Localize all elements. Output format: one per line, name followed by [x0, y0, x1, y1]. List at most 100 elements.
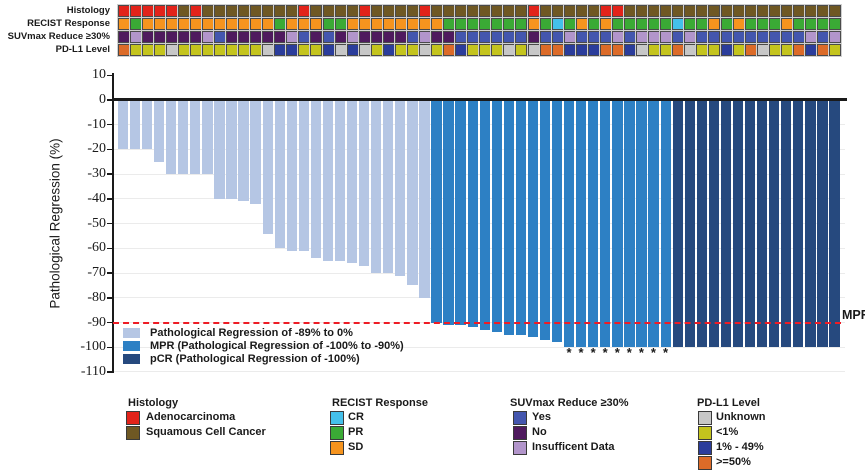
y-tick	[107, 74, 112, 77]
annotation-square-histology	[298, 5, 311, 17]
h-gridline	[114, 124, 845, 126]
mpr-reference-label: MPR	[842, 308, 865, 322]
waterfall-bar-patient-56	[781, 101, 792, 348]
annotation-square-recist	[129, 18, 142, 30]
y-tick	[107, 371, 112, 373]
waterfall-bar-patient-46	[660, 101, 671, 348]
significance-asterisk: *	[662, 345, 669, 360]
annotation-square-pdl1	[503, 44, 516, 56]
annotation-square-suvmax	[720, 31, 733, 43]
y-tick	[107, 272, 112, 274]
annotation-square-recist	[756, 18, 769, 30]
annotation-square-suvmax	[696, 31, 709, 43]
h-gridline	[114, 173, 845, 175]
annotation-square-recist	[660, 18, 673, 30]
annotation-square-recist	[322, 18, 335, 30]
annotation-square-pdl1	[816, 44, 829, 56]
legend-label: Adenocarcinoma	[146, 411, 236, 423]
legend-swatch	[330, 426, 344, 440]
annotation-square-histology	[792, 5, 805, 17]
waterfall-bar-patient-13	[262, 101, 273, 234]
waterfall-bar-patient-17	[310, 101, 322, 259]
annotation-square-suvmax	[213, 31, 226, 43]
annotation-square-histology	[479, 5, 492, 17]
waterfall-bar-patient-54	[756, 101, 768, 348]
annotation-square-recist	[708, 18, 721, 30]
annotation-square-recist	[382, 18, 395, 30]
waterfall-bar-patient-20	[346, 101, 358, 264]
h-gridline	[114, 272, 845, 274]
annotation-square-pdl1	[165, 44, 178, 56]
annotation-square-suvmax	[334, 31, 347, 43]
annotation-square-suvmax	[262, 31, 275, 43]
annotation-square-suvmax	[153, 31, 166, 43]
legend-label: PR	[348, 426, 364, 438]
waterfall-bar-patient-24	[395, 101, 406, 276]
annotation-square-recist	[201, 18, 214, 30]
annotation-square-recist	[117, 18, 130, 30]
annotation-square-pdl1	[177, 44, 190, 56]
waterfall-bar-patient-12	[250, 101, 261, 204]
annotation-square-histology	[250, 5, 263, 17]
annotation-square-suvmax	[780, 31, 793, 43]
annotation-square-pdl1	[322, 44, 335, 56]
annotation-square-recist	[226, 18, 239, 30]
annotation-square-suvmax	[141, 31, 154, 43]
annotation-square-pdl1	[117, 44, 130, 56]
annotation-square-pdl1	[660, 44, 673, 56]
annotation-square-histology	[816, 5, 829, 17]
waterfall-bar-patient-38	[564, 101, 575, 348]
significance-asterisk: *	[650, 345, 656, 360]
annotation-square-recist	[455, 18, 468, 30]
y-tick-label: -60	[87, 240, 106, 256]
legend-swatch	[513, 441, 527, 455]
waterfall-bar-patient-25	[407, 101, 418, 286]
annotation-square-suvmax	[804, 31, 817, 43]
annotation-square-histology	[515, 5, 528, 17]
annotation-square-recist	[467, 18, 480, 30]
annotation-square-pdl1	[527, 44, 540, 56]
annotation-square-histology	[141, 5, 154, 17]
annotation-square-suvmax	[310, 31, 323, 43]
annotation-square-histology	[129, 5, 142, 17]
annotation-square-histology	[575, 5, 588, 17]
waterfall-bar-patient-6	[178, 101, 189, 175]
track-label-suvmax: SUVmax Reduce ≥30%	[7, 31, 110, 42]
annotation-square-suvmax	[684, 31, 697, 43]
annotation-square-histology	[334, 5, 347, 17]
annotation-square-recist	[804, 18, 817, 30]
annotation-square-histology	[684, 5, 697, 17]
annotation-square-recist	[599, 18, 612, 30]
h-gridline	[114, 297, 845, 299]
annotation-square-histology	[491, 5, 504, 17]
annotation-square-suvmax	[503, 31, 516, 43]
annotation-square-pdl1	[129, 44, 142, 56]
annotation-square-pdl1	[226, 44, 239, 56]
annotation-square-histology	[611, 5, 624, 17]
legend-swatch	[698, 441, 712, 455]
annotation-square-pdl1	[334, 44, 347, 56]
h-gridline	[114, 223, 845, 225]
annotation-square-pdl1	[551, 44, 564, 56]
waterfall-bar-patient-8	[202, 101, 213, 175]
y-tick	[107, 123, 112, 126]
waterfall-bar-patient-2	[129, 101, 141, 150]
annotation-square-pdl1	[394, 44, 407, 56]
h-gridline	[114, 198, 845, 200]
annotation-square-recist	[720, 18, 733, 30]
annotation-square-histology	[310, 5, 323, 17]
annotation-square-pdl1	[599, 44, 612, 56]
legend-label: CR	[348, 411, 364, 423]
waterfall-bar-patient-15	[286, 101, 297, 251]
annotation-square-pdl1	[431, 44, 444, 56]
annotation-square-suvmax	[611, 31, 624, 43]
plot-legend-swatch-pcr	[123, 354, 140, 364]
y-axis-title: Pathological Regression (%)	[47, 138, 63, 309]
annotation-square-suvmax	[491, 31, 504, 43]
y-tick-label: -90	[87, 314, 106, 330]
annotation-square-suvmax	[648, 31, 661, 43]
annotation-square-recist	[575, 18, 588, 30]
annotation-square-recist	[406, 18, 419, 30]
y-tick-label: 0	[99, 92, 106, 107]
annotation-square-pdl1	[238, 44, 251, 56]
